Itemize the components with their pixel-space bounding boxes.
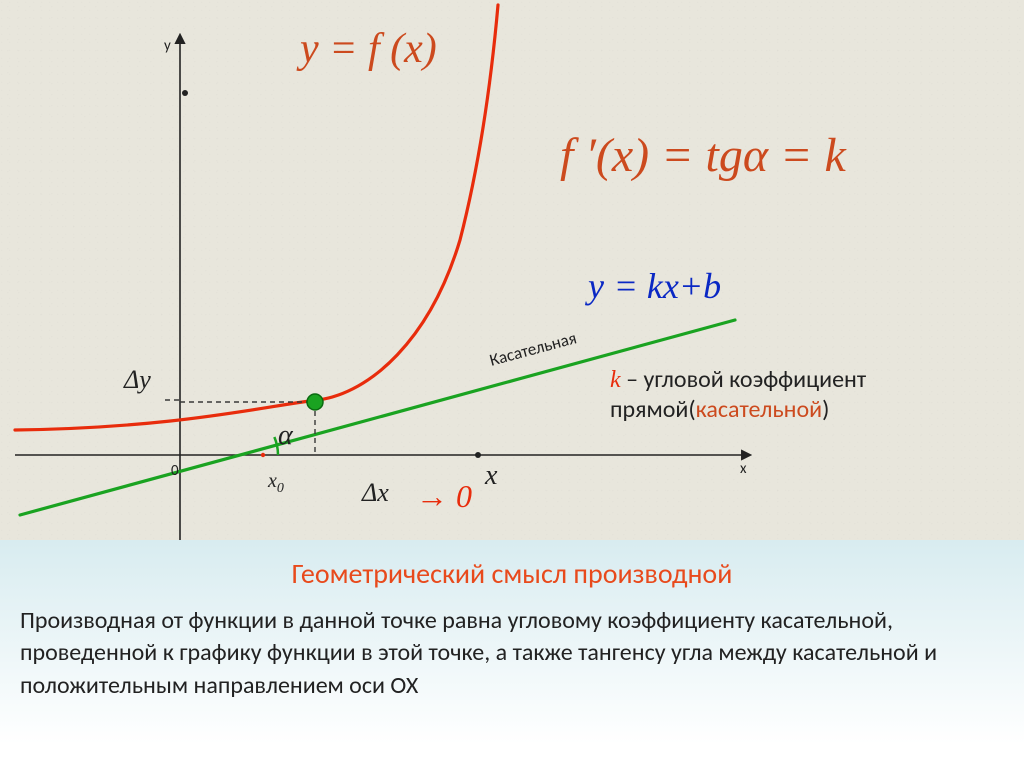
k-close: ) <box>822 395 829 424</box>
diagram-svg <box>0 0 1024 540</box>
tends-to-zero: → 0 <box>416 478 472 515</box>
tangent-y: y <box>588 266 604 306</box>
x-axis-label: х <box>740 460 747 478</box>
alpha-label: α <box>278 420 293 452</box>
k-letter: k <box>610 367 621 393</box>
formula-derivative-tangent: f ′(x) = tgα = k <box>560 128 846 183</box>
section-body: Производная от функции в данной точке ра… <box>0 591 1024 702</box>
origin-label: 0 <box>171 462 179 480</box>
k-description: k – угловой коэффициент прямой(касательн… <box>610 365 1000 425</box>
k-tail: касательной <box>696 395 822 424</box>
x0-label: x0 <box>268 470 284 497</box>
fprime-alpha: α <box>743 129 768 182</box>
delta-x-label: Δx <box>362 478 389 508</box>
tangent-eq-rest: = kx+b <box>614 266 722 306</box>
fprime-part3: = k <box>768 129 846 182</box>
y-axis-label: у <box>164 37 171 55</box>
formula-y-equals-fx: y = f (x) <box>300 25 437 73</box>
delta-y-label: Δy <box>124 365 151 395</box>
explanation-panel: Геометрический смысл производной Произво… <box>0 540 1024 767</box>
section-heading: Геометрический смысл производной <box>0 540 1024 591</box>
fprime-part1: f ′(x) = tg <box>560 129 743 182</box>
formula-tangent-line: y = kx+b <box>588 265 721 307</box>
diagram-canvas: y = f (x) f ′(x) = tgα = k y = kx+b Каса… <box>0 0 1024 540</box>
x-point-label: x <box>485 460 497 492</box>
